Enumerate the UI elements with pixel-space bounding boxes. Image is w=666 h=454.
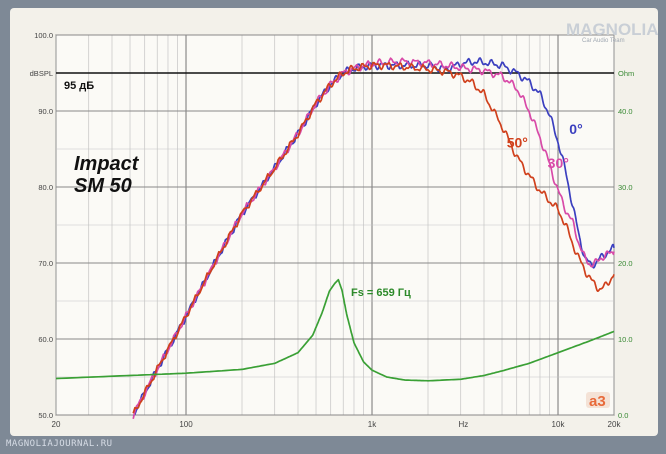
x-tick-label: 100 [179,420,193,429]
y-right-tick-label: 10.0 [618,335,633,344]
tick-labels: 20 100 1k Hz 10k 20k 100.0 dBSPL 90.0 80.0 70.0 60.… [30,31,635,429]
x-tick-label: 20k [608,420,622,429]
y-right-tick-label: Ohm [618,69,634,78]
series-line-50deg [132,61,615,414]
series-line-impedance [55,278,615,382]
watermark-subtitle: Car Audio Team [582,38,625,44]
x-tick-label: Hz [459,420,469,429]
series-labels: 0° 30° 50° [507,121,583,171]
x-tick-label: 1k [368,420,377,429]
grid [55,34,615,416]
watermark-logo: MAGNOLIA [566,20,659,39]
y-right-tick-label: 30.0 [618,183,633,192]
y-left-tick-label: 50.0 [38,411,53,420]
fs-annotation: Fs = 659 Гц [351,287,411,299]
chart-title-line-1: Impact [74,153,140,175]
logo: a3 [586,392,610,410]
y-right-tick-label: 40.0 [618,107,633,116]
reference-line-group: 95 дБ [56,72,614,92]
svg-text:a3: a3 [589,393,606,410]
y-right-tick-label: 0.0 [618,411,628,420]
y-left-tick-label: 80.0 [38,183,53,192]
x-tick-label: 10k [552,420,566,429]
x-tick-label: 20 [52,420,61,429]
series-label-0deg: 0° [569,121,582,137]
y-left-tick-label: 60.0 [38,335,53,344]
reference-line-label: 95 дБ [64,80,94,92]
series-line-30deg [132,57,615,419]
y-left-tick-label: 90.0 [38,107,53,116]
series-label-30deg: 30° [548,155,569,171]
series-label-50deg: 50° [507,134,528,150]
y-right-tick-label: 20.0 [618,259,633,268]
y-left-tick-label: 70.0 [38,259,53,268]
y-left-tick-label: dBSPL [30,69,53,78]
chart-title-line-2: SM 50 [74,175,132,197]
footer-watermark: MAGNOLIAJOURNAL.RU [6,439,113,449]
y-left-tick-label: 100.0 [34,31,53,40]
series-lines [55,57,615,419]
